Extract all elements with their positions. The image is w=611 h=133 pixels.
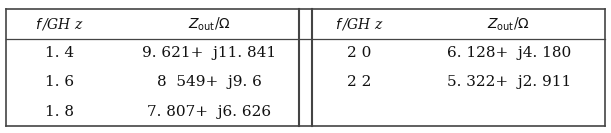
Text: 8  549+  j9. 6: 8 549+ j9. 6 (157, 75, 262, 90)
Text: 6. 128+  j4. 180: 6. 128+ j4. 180 (447, 46, 571, 60)
Text: $Z_{\mathrm{out}}$/$\Omega$: $Z_{\mathrm{out}}$/$\Omega$ (487, 15, 530, 33)
Text: 7. 807+  j6. 626: 7. 807+ j6. 626 (147, 105, 271, 119)
Text: $Z_{\mathrm{out}}$/$\Omega$: $Z_{\mathrm{out}}$/$\Omega$ (188, 15, 231, 33)
Text: $f\,$/GH z: $f\,$/GH z (335, 16, 383, 32)
Text: 2 2: 2 2 (347, 75, 371, 90)
Text: 5. 322+  j2. 911: 5. 322+ j2. 911 (447, 75, 571, 90)
Text: $f\,$/GH z: $f\,$/GH z (35, 16, 84, 32)
Text: 9. 621+  j11. 841: 9. 621+ j11. 841 (142, 46, 276, 60)
Text: 1. 6: 1. 6 (45, 75, 74, 90)
Text: 1. 4: 1. 4 (45, 46, 74, 60)
Text: 1. 8: 1. 8 (45, 105, 74, 119)
Text: 2 0: 2 0 (347, 46, 371, 60)
